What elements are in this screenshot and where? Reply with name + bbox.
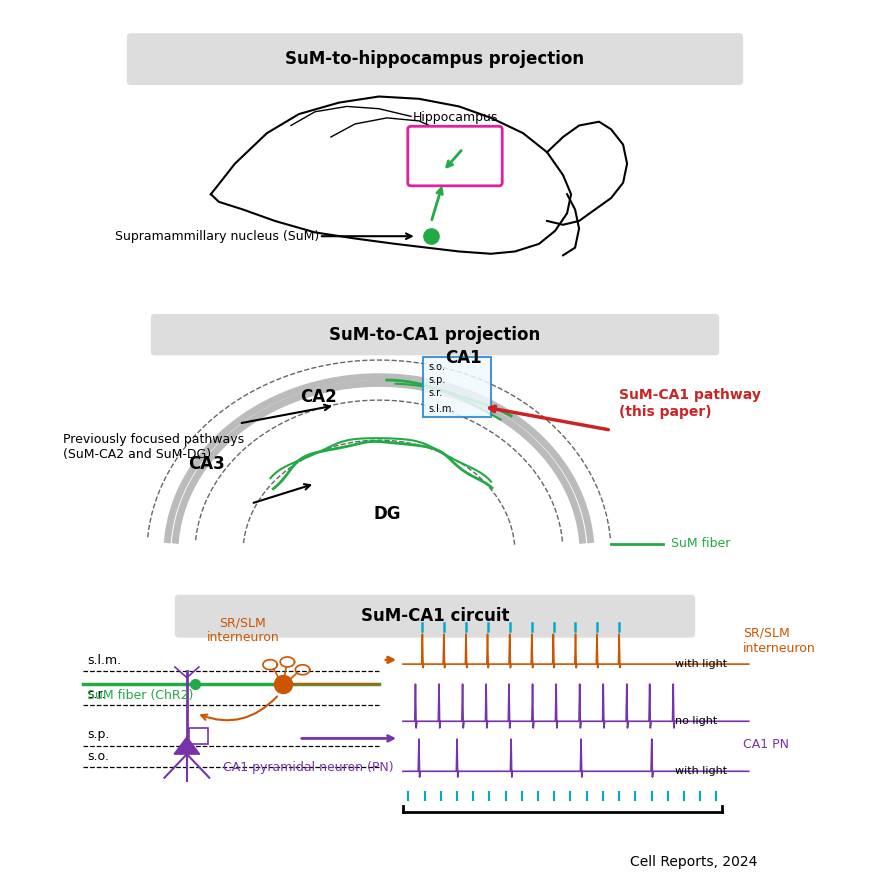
Text: s.p.: s.p.	[428, 375, 446, 385]
Text: Previously focused pathways
(SuM-CA2 and SuM-DG): Previously focused pathways (SuM-CA2 and…	[63, 433, 243, 461]
Text: Cell Reports, 2024: Cell Reports, 2024	[629, 855, 756, 869]
FancyBboxPatch shape	[175, 595, 694, 638]
FancyBboxPatch shape	[150, 314, 719, 356]
Text: CA2: CA2	[300, 388, 337, 406]
Text: SuM-to-hippocampus projection: SuM-to-hippocampus projection	[285, 50, 584, 68]
Text: CA1: CA1	[444, 349, 481, 367]
Text: with light: with light	[674, 766, 726, 776]
Text: SuM fiber (ChR2): SuM fiber (ChR2)	[87, 689, 193, 702]
Text: DG: DG	[373, 505, 401, 523]
Text: s.r.: s.r.	[428, 388, 442, 399]
Text: SuM-CA1 pathway
(this paper): SuM-CA1 pathway (this paper)	[619, 388, 760, 419]
FancyBboxPatch shape	[27, 580, 842, 865]
FancyBboxPatch shape	[127, 33, 742, 85]
Text: Hippocampus: Hippocampus	[412, 111, 497, 124]
Text: s.l.m.: s.l.m.	[428, 404, 454, 413]
Text: s.r.: s.r.	[87, 688, 105, 701]
FancyBboxPatch shape	[408, 126, 501, 186]
Text: CA3: CA3	[189, 455, 225, 472]
Text: s.p.: s.p.	[87, 728, 109, 741]
Text: s.o.: s.o.	[428, 362, 445, 371]
Bar	[422, 357, 490, 417]
Text: SR/SLM
interneuron: SR/SLM interneuron	[742, 626, 815, 654]
Text: SuM-CA1 circuit: SuM-CA1 circuit	[361, 607, 508, 625]
Text: s.l.m.: s.l.m.	[87, 654, 121, 667]
Text: Supramammillary nucleus (SuM): Supramammillary nucleus (SuM)	[115, 230, 319, 243]
Text: SuM fiber: SuM fiber	[670, 537, 730, 550]
FancyBboxPatch shape	[27, 18, 842, 301]
Text: CA1 pyramidal neuron (PN): CA1 pyramidal neuron (PN)	[222, 761, 393, 774]
FancyBboxPatch shape	[27, 300, 842, 581]
Bar	[189, 729, 209, 744]
Text: with light: with light	[674, 659, 726, 669]
Text: no light: no light	[674, 717, 717, 726]
Polygon shape	[174, 737, 200, 754]
Text: CA1 PN: CA1 PN	[742, 738, 788, 751]
Text: s.o.: s.o.	[87, 750, 109, 763]
Text: SuM-to-CA1 projection: SuM-to-CA1 projection	[329, 326, 540, 343]
Text: SR/SLM
interneuron: SR/SLM interneuron	[206, 616, 279, 644]
